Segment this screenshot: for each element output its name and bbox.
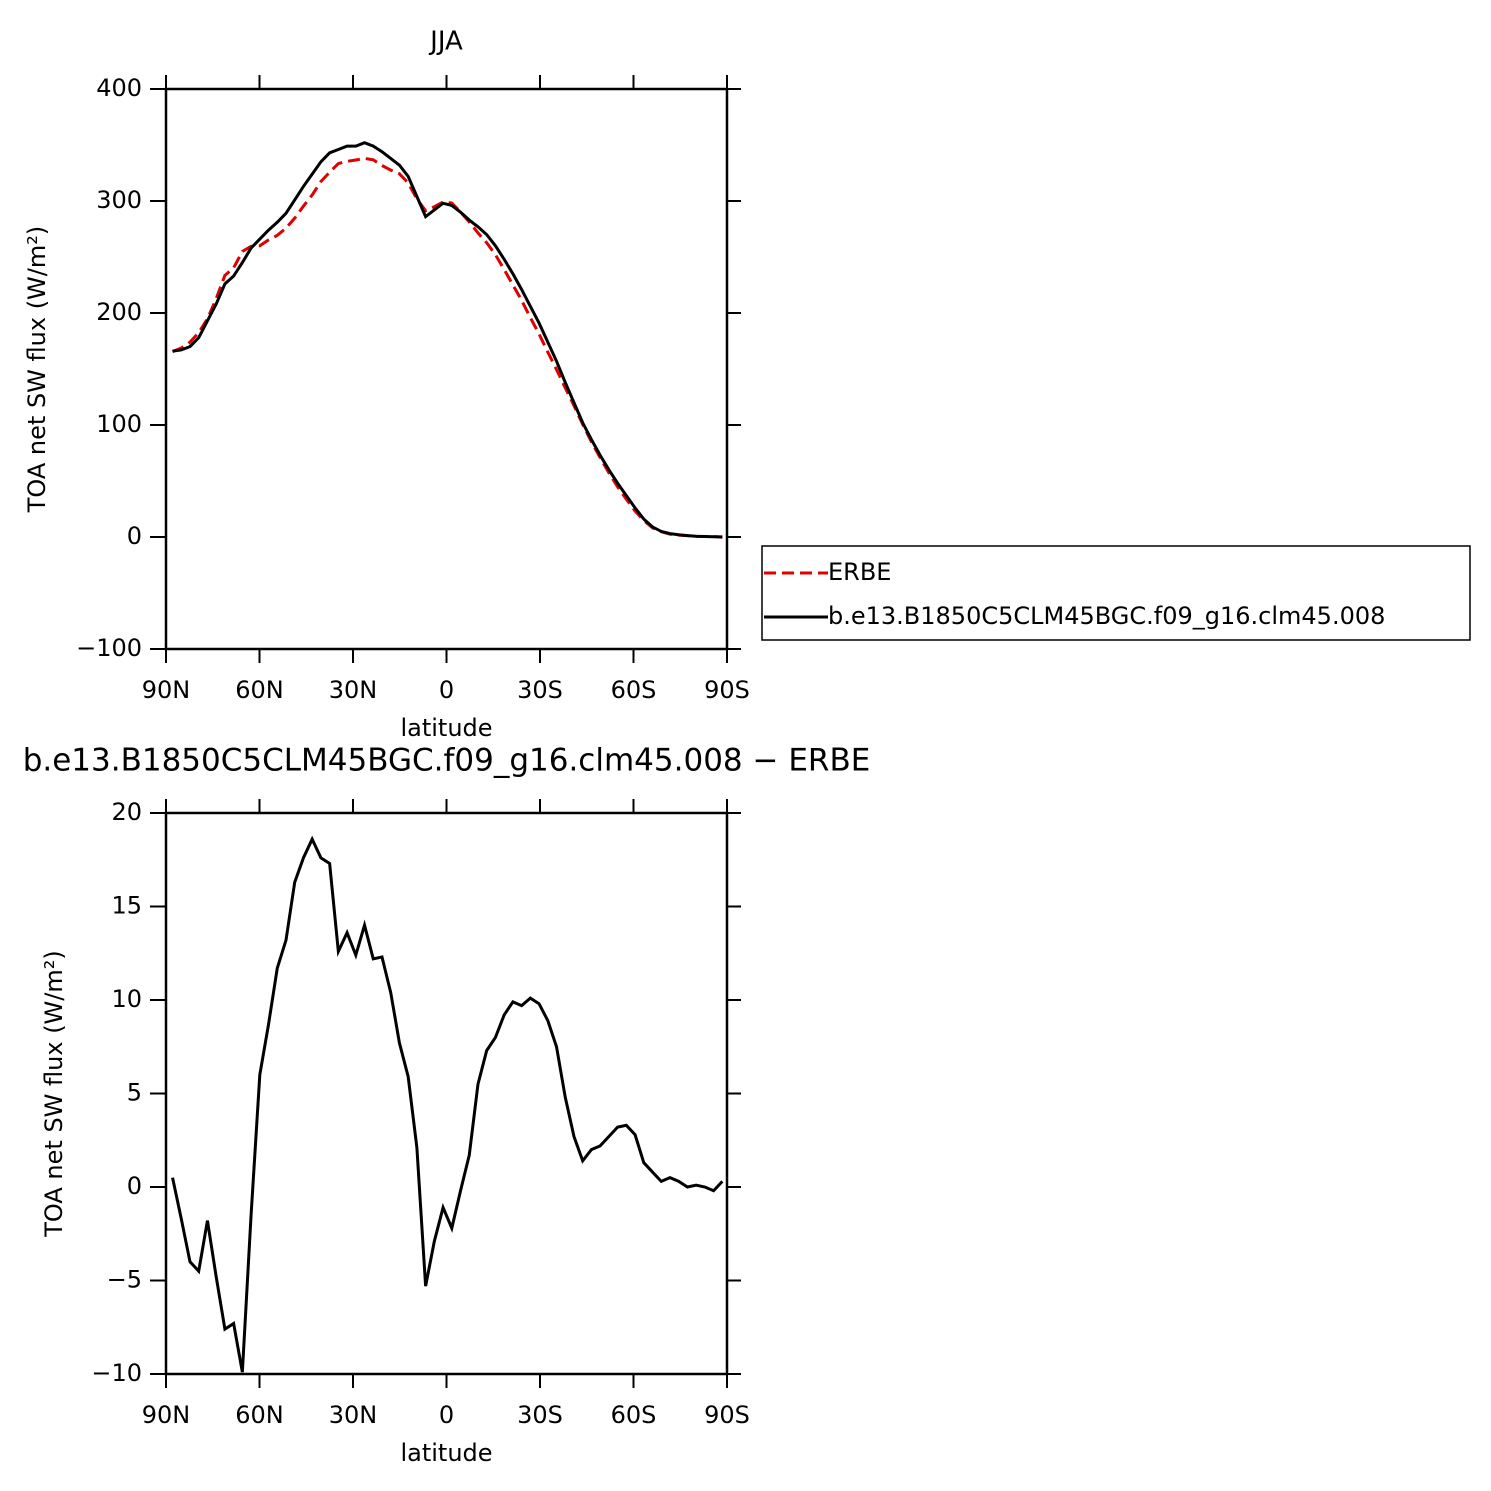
y-axis-label: TOA net SW flux (W/m²): [40, 950, 68, 1238]
x-tick-label: 0: [439, 1401, 454, 1429]
legend-label: ERBE: [828, 558, 891, 586]
x-tick-label: 30N: [329, 676, 378, 704]
x-tick-label: 90N: [142, 676, 191, 704]
y-tick-label: 15: [111, 892, 142, 920]
plot-frame: [164, 87, 729, 651]
x-tick-label: 60S: [611, 1401, 657, 1429]
x-tick-label: 90N: [142, 1401, 191, 1429]
x-tick-label: 30N: [329, 1401, 378, 1429]
legend-box: [761, 545, 1471, 641]
y-tick-label: −10: [91, 1359, 142, 1387]
x-tick-label: 60N: [235, 1401, 284, 1429]
x-tick-label: 30S: [517, 676, 563, 704]
x-tick-label: 0: [439, 676, 454, 704]
legend-label: b.e13.B1850C5CLM45BGC.f09_g16.clm45.008: [828, 602, 1385, 630]
x-tick-label: 90S: [704, 1401, 750, 1429]
x-tick-label: 60N: [235, 676, 284, 704]
x-axis-label: latitude: [400, 714, 492, 742]
y-tick-label: −100: [76, 634, 142, 662]
y-tick-label: 400: [96, 74, 142, 102]
y-axis-label: TOA net SW flux (W/m²): [23, 226, 51, 514]
y-tick-label: 0: [127, 522, 142, 550]
y-tick-label: 200: [96, 298, 142, 326]
chart-title: b.e13.B1850C5CLM45BGC.f09_g16.clm45.008 …: [23, 743, 871, 779]
x-tick-label: 30S: [517, 1401, 563, 1429]
chart-title: JJA: [428, 27, 463, 57]
data-line: [171, 835, 724, 1373]
x-tick-label: 60S: [611, 676, 657, 704]
y-tick-label: 10: [111, 985, 142, 1013]
y-tick-label: 0: [127, 1172, 142, 1200]
y-tick-label: 20: [111, 798, 142, 826]
data-line: [172, 141, 723, 539]
y-tick-label: 300: [96, 186, 142, 214]
data-line: [171, 156, 723, 539]
plot-frame: [164, 811, 729, 1376]
x-tick-label: 90S: [704, 676, 750, 704]
y-tick-label: 100: [96, 410, 142, 438]
y-tick-label: 5: [127, 1079, 142, 1107]
y-tick-label: −5: [107, 1266, 142, 1294]
x-axis-label: latitude: [400, 1439, 492, 1467]
